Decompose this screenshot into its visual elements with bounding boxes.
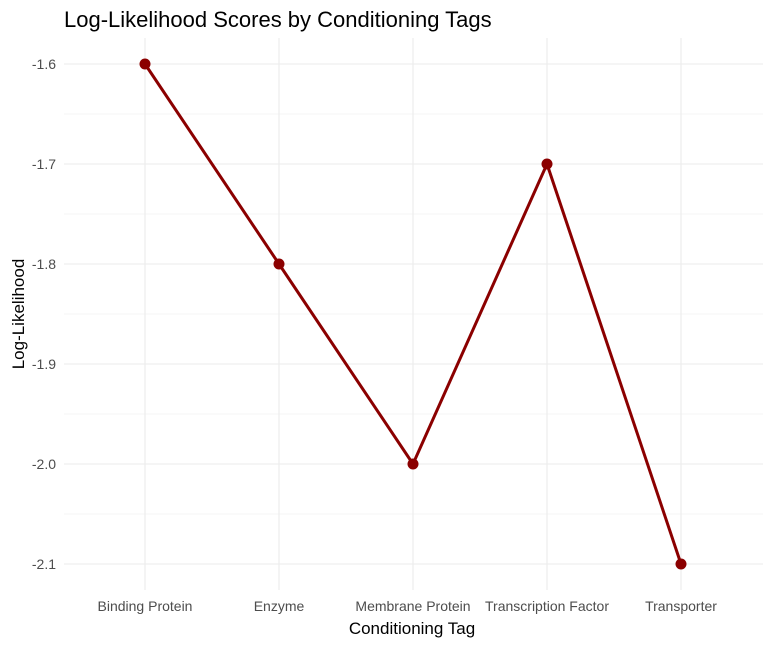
series-line-group	[139, 58, 687, 570]
x-axis-ticks: Binding Protein Enzyme Membrane Protein Tra…	[98, 598, 718, 614]
y-axis-ticks: -1.6 -1.7 -1.8 -1.9 -2.0 -2.1	[32, 56, 56, 572]
data-point	[541, 158, 553, 170]
y-tick-label: -1.9	[32, 356, 56, 372]
y-tick-label: -1.8	[32, 256, 56, 272]
chart-title: Log-Likelihood Scores by Conditioning Ta…	[64, 7, 492, 32]
x-axis-title: Conditioning Tag	[349, 619, 475, 638]
x-tick-label: Transcription Factor	[485, 598, 609, 614]
y-axis-title: Log-Likelihood	[9, 259, 28, 370]
y-tick-label: -2.1	[32, 556, 56, 572]
x-tick-label: Transporter	[645, 598, 717, 614]
data-point	[139, 58, 151, 70]
data-point	[407, 458, 419, 470]
data-point	[675, 558, 687, 570]
data-point	[273, 258, 285, 270]
y-tick-label: -1.6	[32, 56, 56, 72]
grid	[64, 38, 763, 590]
x-tick-label: Enzyme	[254, 598, 305, 614]
y-tick-label: -1.7	[32, 156, 56, 172]
x-tick-label: Binding Protein	[98, 598, 193, 614]
x-tick-label: Membrane Protein	[355, 598, 470, 614]
y-tick-label: -2.0	[32, 456, 56, 472]
